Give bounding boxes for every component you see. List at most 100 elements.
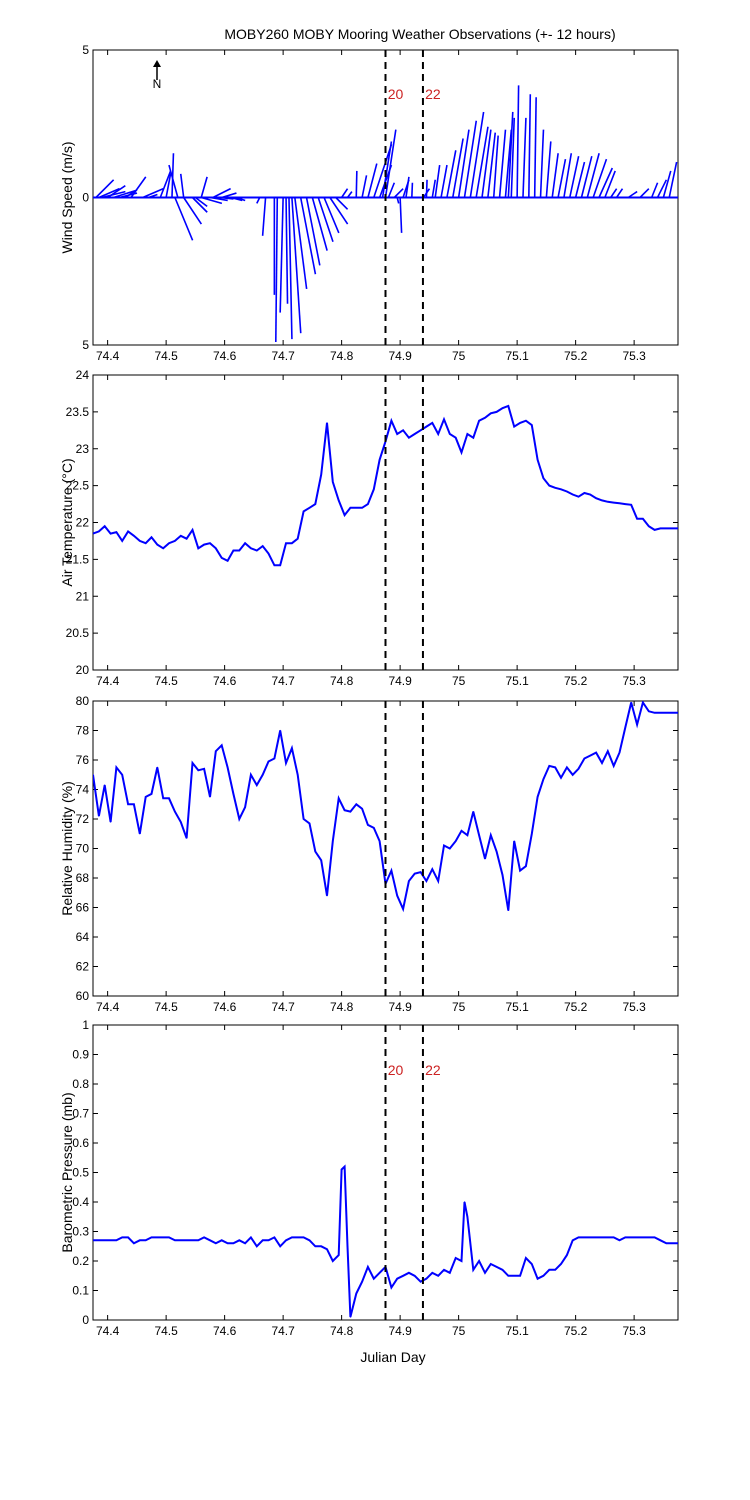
wind-stick (171, 153, 175, 198)
x-tick-label: 75.3 (622, 1000, 646, 1014)
data-point (209, 1239, 211, 1241)
data-point (577, 1236, 580, 1238)
data-point (285, 762, 287, 764)
y-tick-label: 0.2 (72, 1254, 89, 1268)
data-point (648, 710, 650, 712)
data-point (379, 1272, 381, 1274)
data-point (414, 433, 416, 435)
data-point (156, 1236, 158, 1238)
data-point (221, 557, 223, 559)
x-tick-label: 75.2 (564, 1000, 588, 1014)
data-point (542, 778, 545, 780)
data-point (174, 1239, 176, 1241)
data-point (139, 1239, 141, 1241)
y-tick-label: 60 (76, 989, 90, 1003)
data-point (180, 821, 182, 823)
data-point (221, 744, 223, 746)
wind-stick (487, 132, 497, 198)
data-point (425, 426, 428, 428)
y-tick-label: 21 (76, 589, 90, 603)
data-point (420, 429, 422, 431)
data-point (507, 909, 509, 912)
data-point (127, 803, 129, 805)
y-tick-label: 0.4 (72, 1195, 89, 1209)
data-point (98, 1239, 100, 1241)
x-tick-label: 74.4 (96, 1000, 120, 1014)
data-point (501, 407, 504, 409)
wind-stick (434, 164, 441, 198)
data-point (572, 493, 574, 496)
data-point (548, 1269, 550, 1271)
wind-stick (592, 158, 608, 198)
data-point (150, 1236, 153, 1238)
data-point (671, 527, 673, 530)
data-point (145, 796, 147, 798)
y-tick-label: 80 (76, 694, 90, 708)
data-point (472, 811, 474, 813)
y-tick-label: 23.5 (66, 405, 90, 419)
data-point (583, 492, 586, 494)
data-point (431, 422, 433, 424)
wind-stick (212, 187, 231, 199)
data-point (361, 1281, 363, 1283)
data-point (180, 1239, 182, 1241)
y-tick-label: 0 (82, 1313, 89, 1327)
data-point (297, 774, 299, 776)
wind-stick (563, 153, 573, 198)
data-point (209, 542, 211, 544)
data-point (367, 824, 369, 826)
data-point (349, 1316, 351, 1318)
data-point (460, 1260, 463, 1262)
x-tick-label: 75.1 (505, 674, 529, 688)
data-point (127, 1236, 129, 1238)
data-point (566, 490, 568, 493)
data-point (238, 818, 240, 820)
wind-stick (431, 179, 437, 198)
data-point (343, 514, 346, 516)
wind-stick (545, 141, 552, 198)
wind-stick (574, 161, 586, 198)
wind-stick (275, 197, 279, 343)
y-tick-label: 62 (76, 960, 90, 974)
wind-stick (463, 120, 478, 198)
x-tick-label: 75.3 (622, 349, 646, 363)
wind-stick (627, 190, 638, 199)
data-point (332, 1260, 334, 1262)
data-point (490, 834, 492, 836)
marker-label-20: 20 (388, 86, 404, 102)
data-point (560, 1263, 562, 1265)
wind-stick (610, 188, 618, 198)
x-tick-label: 74.8 (330, 349, 354, 363)
wind-stick (142, 187, 164, 199)
data-point (595, 1236, 597, 1238)
marker-label-22: 22 (425, 86, 441, 102)
wind-stick (261, 197, 267, 236)
data-point (145, 1239, 147, 1241)
data-point (115, 1239, 117, 1241)
data-point (542, 1275, 545, 1277)
data-point (583, 1236, 586, 1238)
data-point (291, 1236, 293, 1238)
wind-stick (317, 197, 334, 243)
wind-stick (101, 190, 126, 199)
wind-stick (539, 129, 545, 198)
wind-stick (335, 196, 349, 210)
wind-stick (533, 97, 537, 198)
data-point (618, 1239, 621, 1241)
wind-stick (373, 144, 393, 198)
wind-stick (668, 161, 678, 198)
x-tick-label: 74.7 (271, 674, 295, 688)
data-point (624, 503, 626, 505)
data-point (659, 712, 662, 714)
data-point (648, 525, 650, 527)
data-point (232, 549, 234, 552)
data-point (507, 405, 509, 407)
wind-stick (329, 197, 349, 225)
y-tick-label: 70 (76, 842, 90, 856)
data-point (133, 1242, 135, 1244)
data-point (513, 840, 515, 842)
data-point (595, 497, 597, 499)
data-point (186, 1239, 188, 1241)
y-axis-label: Barometric Pressure (mb) (59, 1092, 75, 1252)
data-point (186, 837, 188, 839)
